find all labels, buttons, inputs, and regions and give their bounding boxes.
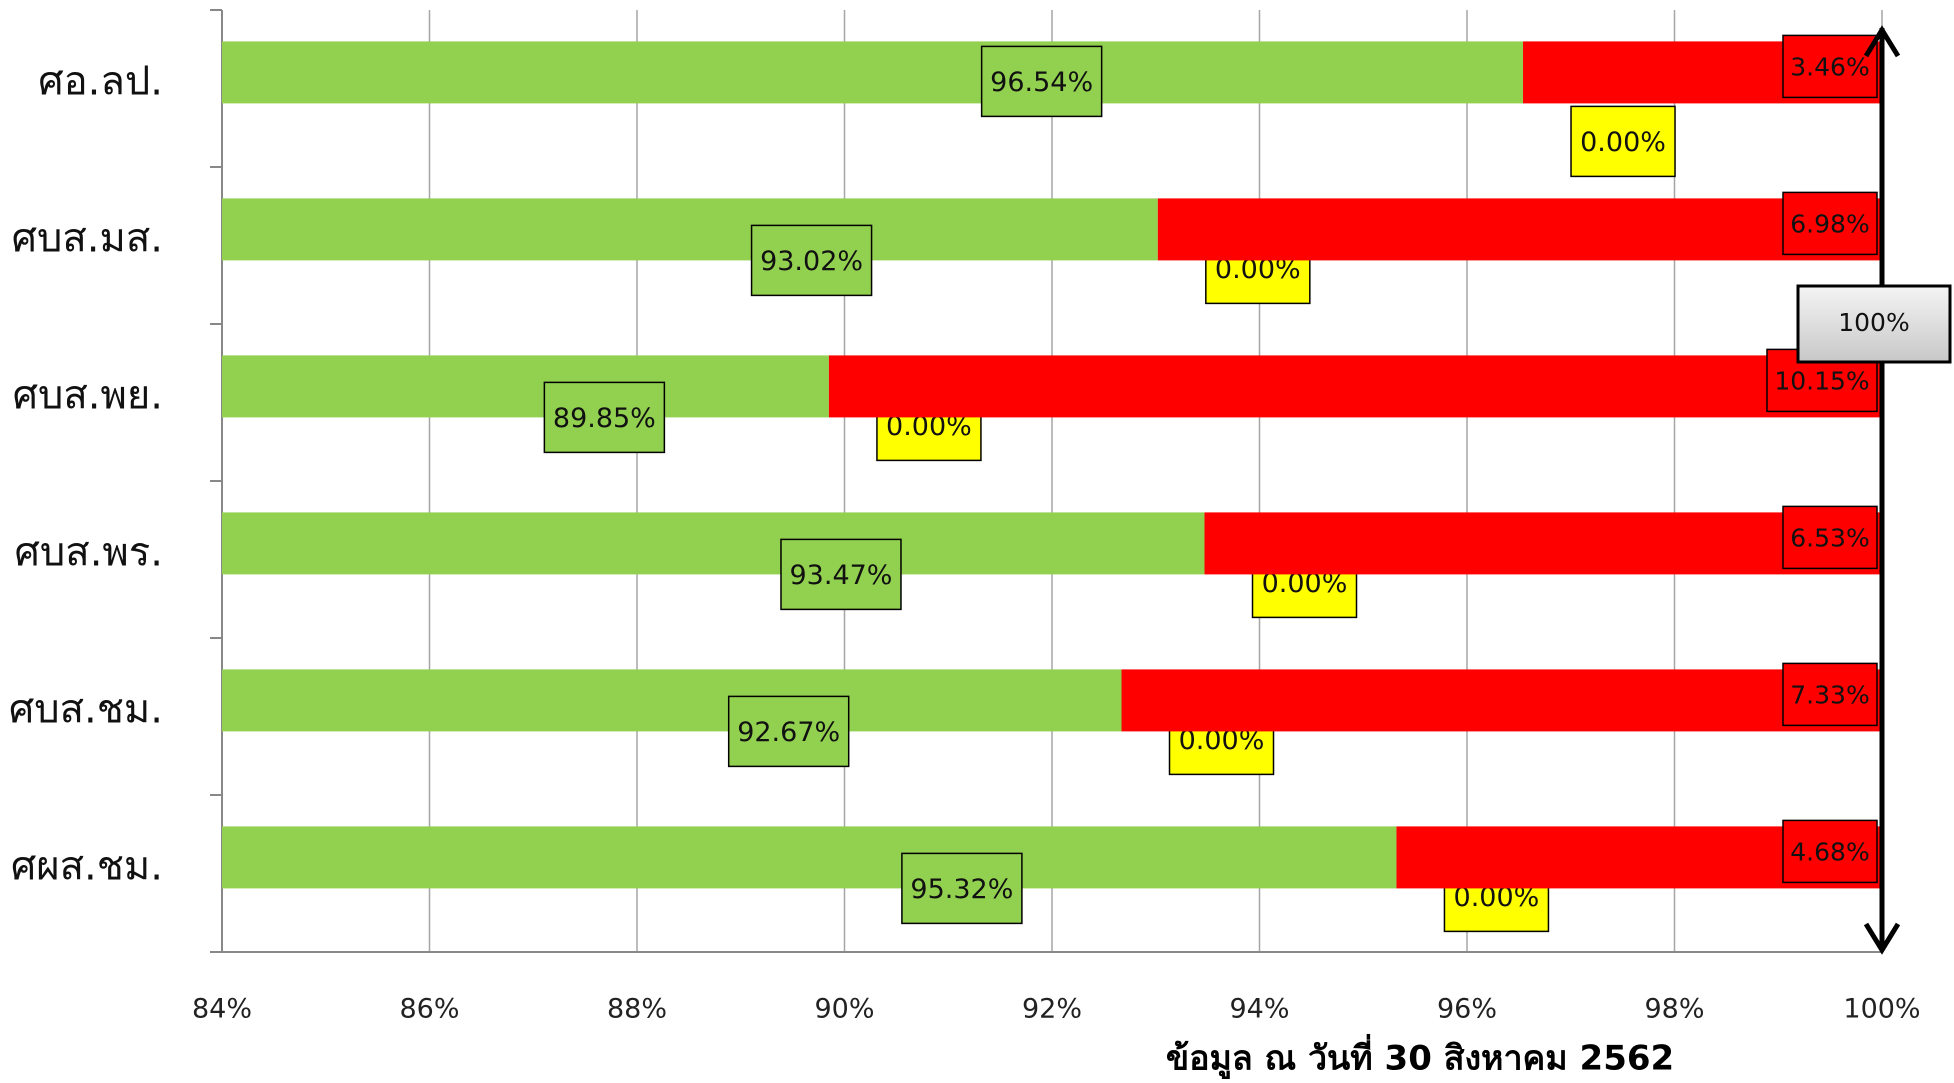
annotation-box xyxy=(1796,284,1952,364)
data-label: 6.53% xyxy=(1790,523,1869,552)
x-tick-label: 84% xyxy=(192,994,252,1025)
data-label: 93.47% xyxy=(790,560,893,591)
bar-segment xyxy=(222,512,1205,575)
data-label: 4.68% xyxy=(1790,837,1869,866)
bar-segment xyxy=(222,669,1122,732)
x-tick-label: 92% xyxy=(1022,994,1082,1025)
label-box xyxy=(780,538,902,611)
label-box xyxy=(1782,662,1878,727)
category-label: ศบส.พร. xyxy=(15,530,163,576)
label-box xyxy=(1782,819,1878,884)
bar-segment xyxy=(1121,669,1882,732)
x-tick-label: 88% xyxy=(607,994,667,1025)
x-tick-label: 98% xyxy=(1644,994,1704,1025)
bar-segment xyxy=(222,826,1397,889)
annotation: 100% xyxy=(1838,308,1909,337)
bar-segment xyxy=(1157,198,1882,261)
label-box xyxy=(750,224,873,297)
bar-segment xyxy=(222,198,1158,261)
label-box xyxy=(1782,505,1878,570)
label-box xyxy=(1570,105,1676,178)
bar-segment xyxy=(222,41,1524,104)
data-label: 0.00% xyxy=(1580,127,1666,158)
data-label: 10.15% xyxy=(1774,366,1869,395)
data-label: 6.98% xyxy=(1790,209,1869,238)
category-label: ศบส.มส. xyxy=(12,216,163,262)
category-label: ศบส.ชม. xyxy=(9,687,163,733)
bar-segment xyxy=(828,355,1882,418)
data-label: 92.67% xyxy=(737,717,840,748)
x-tick-label: 94% xyxy=(1229,994,1289,1025)
category-label: ศอ.ลป. xyxy=(38,59,163,105)
x-tick-label: 90% xyxy=(814,994,874,1025)
category-label: ศบส.พย. xyxy=(13,373,163,419)
label-box xyxy=(901,852,1023,925)
label-box xyxy=(1782,34,1878,99)
arrow-head xyxy=(1863,25,1901,58)
data-label: 3.46% xyxy=(1790,52,1869,81)
data-label: 95.32% xyxy=(910,874,1013,905)
arrow-head xyxy=(1863,922,1901,955)
data-label: 89.85% xyxy=(553,403,656,434)
x-tick-label: 86% xyxy=(399,994,459,1025)
bar-segment xyxy=(222,355,829,418)
x-tick-label: 96% xyxy=(1437,994,1497,1025)
label-box xyxy=(1782,191,1878,256)
note: ข้อมูล ณ วันที่ 30 สิงหาคม 2562 xyxy=(1166,1034,1674,1080)
label-box xyxy=(727,695,850,768)
label-box xyxy=(980,45,1103,118)
bar-segment xyxy=(1204,512,1882,575)
data-label: 93.02% xyxy=(760,246,863,277)
category-label: ศผส.ชม. xyxy=(11,844,163,890)
x-tick-label: 100% xyxy=(1843,994,1920,1025)
data-label: 7.33% xyxy=(1790,680,1869,709)
data-label: 96.54% xyxy=(990,67,1093,98)
label-box xyxy=(543,381,666,454)
